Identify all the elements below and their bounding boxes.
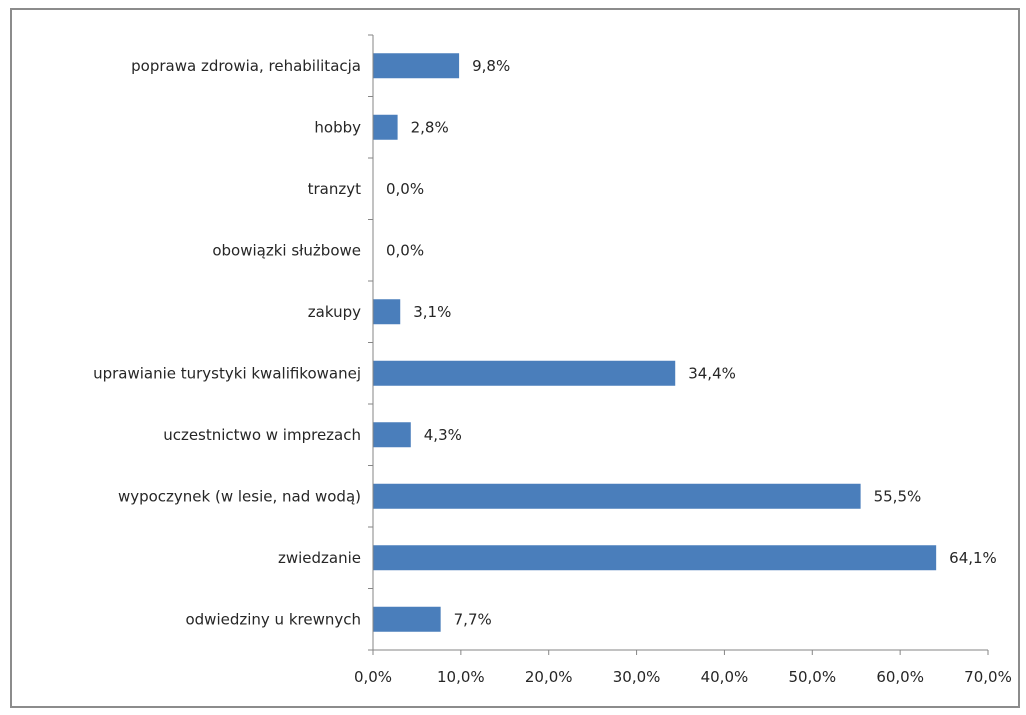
category-label-2: hobby bbox=[314, 118, 361, 136]
data-label-9: 64,1% bbox=[949, 549, 997, 567]
data-labels-group: 9,8% 2,8% 0,0% 0,0% 3,1% 34,4% 4,3% 55,5% 64,1% 7… bbox=[386, 57, 997, 629]
x-tick-label-2: 20,0% bbox=[525, 668, 573, 686]
bar-7 bbox=[373, 422, 411, 448]
data-label-3: 0,0% bbox=[386, 180, 424, 198]
x-tick-label-3: 30,0% bbox=[613, 668, 661, 686]
bar-5 bbox=[373, 299, 401, 325]
bar-6 bbox=[373, 360, 676, 386]
bars-group bbox=[373, 53, 937, 632]
bar-1 bbox=[373, 53, 460, 79]
category-label-6: uprawianie turystyki kwalifikowanej bbox=[93, 364, 361, 382]
category-label-8: wypoczynek (w lesie, nad wodą) bbox=[118, 487, 361, 505]
tick-labels-group: 0,0% 10,0% 20,0% 30,0% 40,0% 50,0% 60,0% 70,0% bbox=[354, 668, 1012, 686]
x-tick-label-1: 10,0% bbox=[437, 668, 485, 686]
axes-group bbox=[368, 34, 989, 655]
data-label-1: 9,8% bbox=[472, 57, 510, 75]
data-label-5: 3,1% bbox=[413, 303, 451, 321]
category-label-9: zwiedzanie bbox=[278, 549, 361, 567]
data-label-7: 4,3% bbox=[424, 426, 462, 444]
category-label-1: poprawa zdrowia, rehabilitacja bbox=[131, 57, 361, 75]
data-label-6: 34,4% bbox=[688, 364, 736, 382]
category-label-3: tranzyt bbox=[308, 180, 361, 198]
category-labels-group: poprawa zdrowia, rehabilitacja hobby tranz… bbox=[93, 57, 361, 629]
bar-9 bbox=[373, 545, 937, 571]
bar-2 bbox=[373, 114, 398, 140]
data-label-2: 2,8% bbox=[411, 118, 449, 136]
category-label-5: zakupy bbox=[308, 303, 361, 321]
data-label-4: 0,0% bbox=[386, 241, 424, 259]
x-tick-label-4: 40,0% bbox=[701, 668, 749, 686]
category-label-10: odwiedziny u krewnych bbox=[185, 610, 361, 628]
category-label-7: uczestnictwo w imprezach bbox=[163, 426, 361, 444]
x-tick-label-7: 70,0% bbox=[964, 668, 1012, 686]
category-label-4: obowiązki służbowe bbox=[212, 241, 361, 259]
x-tick-label-6: 60,0% bbox=[876, 668, 924, 686]
data-label-10: 7,7% bbox=[454, 610, 492, 628]
x-tick-label-0: 0,0% bbox=[354, 668, 392, 686]
data-label-8: 55,5% bbox=[874, 487, 922, 505]
bar-8 bbox=[373, 483, 861, 509]
chart-frame bbox=[10, 8, 1020, 708]
bar-10 bbox=[373, 606, 441, 632]
x-tick-label-5: 50,0% bbox=[788, 668, 836, 686]
